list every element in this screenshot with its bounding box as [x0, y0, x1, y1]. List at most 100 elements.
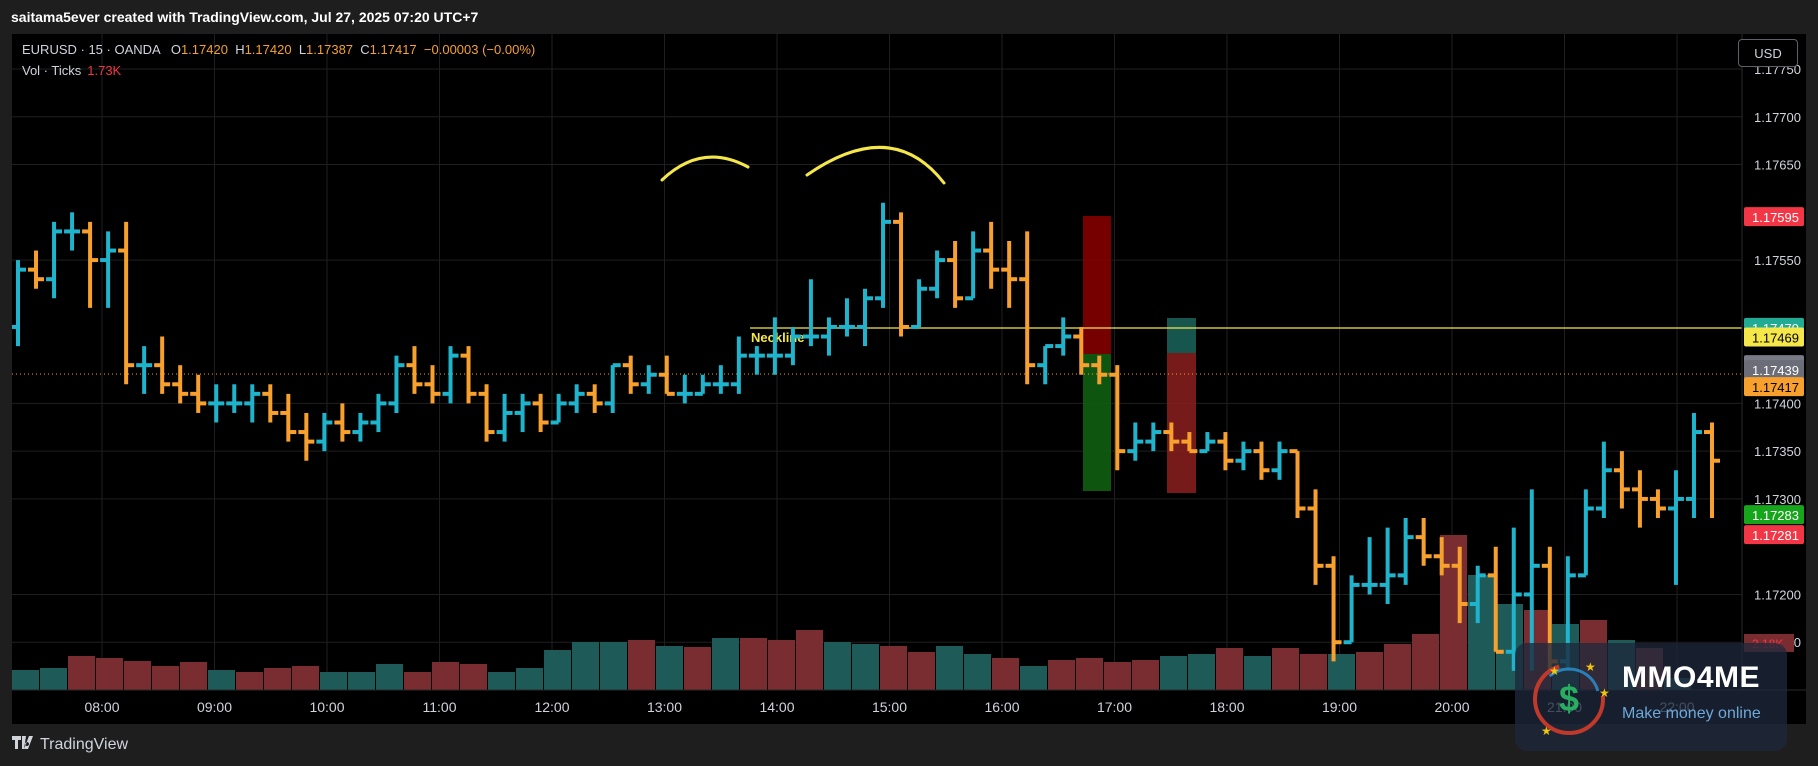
ohlc-bar: [875, 202, 892, 308]
ohlc-bar: [370, 393, 387, 433]
ohlc-bar: [676, 374, 693, 404]
ohlc-bar: [748, 346, 765, 375]
volume-bar: [1272, 648, 1299, 690]
volume-bar: [292, 666, 319, 690]
ohlc-bar: [1001, 240, 1018, 308]
volume-bar: [1356, 652, 1383, 690]
time-tick-label: 11:00: [423, 699, 457, 715]
ohlc-bar: [911, 279, 928, 329]
ohlc-bar: [424, 365, 441, 404]
volume-bar: [796, 630, 823, 690]
ohlc-bar: [1073, 326, 1090, 375]
price-chart[interactable]: Neckline 1.177501.177001.176501.175501.1…: [12, 34, 1806, 724]
ohlc-bar: [460, 346, 477, 404]
volume-bar: [1300, 654, 1327, 690]
price-badge-label: 1.17283: [1752, 508, 1799, 523]
volume-bar: [1104, 662, 1131, 690]
ohlc-bar: [586, 384, 603, 413]
ohlc-bar: [1667, 470, 1684, 585]
tradingview-brand: TradingView: [40, 735, 129, 753]
ohlc-bar: [316, 412, 333, 452]
chart-canvas[interactable]: Neckline 1.17750 1.17700 1.17650 1.17550 1.1…: [12, 34, 1806, 724]
ohlc-bar: [568, 384, 585, 413]
tradingview-logo[interactable]: TradingView: [12, 734, 128, 755]
ohlc-bar: [12, 260, 26, 347]
price-badge: [1744, 377, 1804, 397]
volume-bar: [348, 672, 375, 690]
position-stop-zone: [1083, 216, 1111, 354]
svg-text:★: ★: [1541, 724, 1552, 738]
position-target-zone: [1083, 354, 1111, 491]
svg-text:★: ★: [1585, 660, 1596, 674]
low-value: 1.17387: [306, 42, 354, 57]
ohlc-bar: [1325, 556, 1342, 662]
price-badge-label: 1.17281: [1752, 528, 1799, 543]
ohlc-bar: [1199, 432, 1216, 454]
ohlc-bar: [1704, 422, 1720, 519]
ohlc-bar: [1379, 527, 1396, 605]
time-tick-label: 16:00: [984, 699, 1019, 715]
ohlc-bar: [82, 221, 99, 308]
volume-bar: [992, 658, 1019, 690]
ohlc-bar: [820, 317, 837, 356]
volume-bar: [1384, 644, 1411, 690]
volume-bar: [964, 654, 991, 690]
volume-bar: [684, 647, 711, 690]
volume-bar: [768, 640, 795, 690]
ohlc-bar: [1487, 546, 1504, 654]
symbol-label[interactable]: EURUSD · 15 · OANDA: [22, 42, 160, 57]
ohlc-bar: [478, 384, 495, 442]
ohlc-bar: [388, 355, 405, 413]
ohlc-bar: [1019, 231, 1036, 385]
ohlc-bar: [604, 363, 621, 413]
ohlc-bar: [442, 346, 459, 404]
volume-bar: [1216, 648, 1243, 690]
attribution-text: saitama5ever created with TradingView.co…: [11, 9, 479, 25]
ohlc-bar: [784, 326, 801, 366]
time-tick-label: 09:00: [197, 699, 232, 715]
ohlc-bar: [28, 250, 45, 289]
ohlc-bar: [1271, 441, 1288, 480]
ohlc-bar: [1433, 537, 1450, 576]
left-shoulder-arc: [660, 155, 750, 182]
watermark-subtitle: Make money online: [1622, 705, 1761, 722]
ohlc-bar: [1091, 355, 1108, 385]
volume-bar: [264, 668, 291, 690]
volume-label[interactable]: Vol · Ticks: [22, 63, 82, 78]
price-badge: [1744, 207, 1804, 227]
ohlc-bar: [1109, 365, 1126, 471]
price-tick-label: 1.17400: [1754, 396, 1801, 411]
currency-button[interactable]: USD: [1738, 39, 1798, 67]
price-badge: [1744, 505, 1804, 525]
ohlc-bar: [1235, 441, 1252, 471]
ohlc-bar: [929, 250, 946, 299]
volume-bar: [460, 664, 487, 690]
ohlc-bar: [1217, 432, 1234, 471]
price-tick-label: 1.17550: [1754, 253, 1801, 268]
position-target-zone-2: [1167, 318, 1196, 353]
ohlc-bar: [244, 384, 261, 423]
ohlc-bar: [1397, 518, 1414, 585]
volume-bar: [712, 638, 739, 690]
ohlc-bar: [965, 231, 982, 301]
volume-bar: [880, 646, 907, 690]
ohlc-bar: [1361, 537, 1378, 595]
volume-bar: [68, 656, 95, 690]
ohlc-bar: [857, 288, 873, 347]
time-tick-label: 19:00: [1322, 699, 1357, 715]
time-tick-label: 15:00: [872, 699, 907, 715]
volume-bar: [1440, 535, 1467, 690]
price-badge-label: 1.17439: [1752, 363, 1799, 378]
ohlc-bar: [622, 355, 639, 394]
time-scale: 08:00 09:00 10:00 11:00 12:00 13:00 14:00 15:00…: [12, 689, 1806, 724]
ohlc-bar: [64, 212, 81, 251]
price-tick-label: 1.17350: [1754, 444, 1801, 459]
volume-bar: [516, 668, 543, 690]
volume-bar: [124, 661, 151, 690]
volume-bar: [824, 642, 851, 690]
volume-bar: [152, 666, 179, 690]
price-badge-label: 1.17417: [1752, 380, 1799, 395]
ohlc-bar: [172, 365, 189, 404]
price-badge-label: 1.17595: [1752, 210, 1799, 225]
dollar-coin-icon: $ ★ ★ ★ ★: [1533, 660, 1610, 738]
